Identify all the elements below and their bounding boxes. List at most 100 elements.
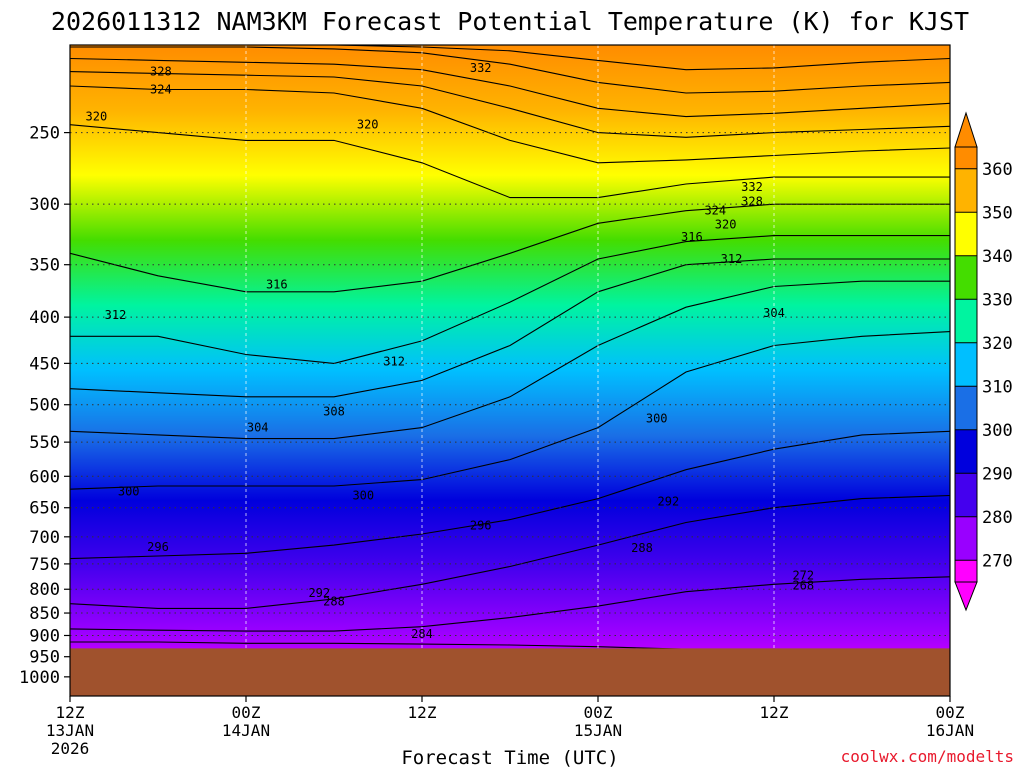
colorbar-label-300: 300 xyxy=(982,421,1013,441)
isentrope-320 xyxy=(70,124,950,199)
contour-label-300: 300 xyxy=(118,485,140,499)
x-tick-label-36-2: 15JAN xyxy=(574,721,622,740)
terrain-surface xyxy=(70,648,950,696)
y-axis: 2503003504004505005506006507007508008509… xyxy=(19,124,70,688)
x-tick-label-24-1: 12Z xyxy=(408,703,437,722)
contour-label-312: 312 xyxy=(721,252,743,266)
plot-frame xyxy=(69,44,951,697)
isentrope-324 xyxy=(70,85,950,164)
contour-label-312: 312 xyxy=(383,355,405,369)
colorbar-band-9 xyxy=(955,168,977,213)
x-tick-label-0-1: 12Z xyxy=(56,703,85,722)
colorbar-bottom-arrow xyxy=(954,581,978,612)
contour-label-320: 320 xyxy=(715,218,737,232)
colorbar-band-10 xyxy=(955,147,977,169)
contour-label-328: 328 xyxy=(741,195,763,209)
contour-label-300: 300 xyxy=(352,489,374,503)
contour-label-268: 268 xyxy=(792,578,814,592)
y-tick-label-750: 750 xyxy=(29,555,60,575)
contour-label-324: 324 xyxy=(704,204,726,218)
contour-label-328: 328 xyxy=(150,65,172,79)
contour-label-292: 292 xyxy=(308,586,330,600)
colorbar-frame xyxy=(954,146,978,583)
colorbar-band-0 xyxy=(955,560,977,582)
y-tick-label-300: 300 xyxy=(29,195,60,215)
contour-label-288: 288 xyxy=(631,541,653,555)
isentrope-296 xyxy=(70,430,950,560)
isentrope-316 xyxy=(70,203,950,293)
isentrope-288 xyxy=(70,576,950,632)
colorbar-top-arrow xyxy=(954,111,978,148)
colorbar-band-5 xyxy=(955,342,977,387)
credit-text: coolwx.com/modelts xyxy=(841,747,1014,766)
colorbar-label-310: 310 xyxy=(982,377,1013,397)
colorbar-band-1 xyxy=(955,516,977,561)
contour-label-320: 320 xyxy=(86,110,108,124)
colorbar-band-4 xyxy=(955,386,977,430)
contour-label-312: 312 xyxy=(105,308,127,322)
grid-lines xyxy=(70,45,950,696)
colorbar-band-2 xyxy=(955,473,977,517)
isentrope-308 xyxy=(70,258,950,398)
y-tick-label-650: 650 xyxy=(29,499,60,519)
contour-label-304: 304 xyxy=(763,306,785,320)
y-tick-label-700: 700 xyxy=(29,528,60,548)
contour-label-308: 308 xyxy=(323,405,345,419)
colorbar-label-290: 290 xyxy=(982,464,1013,484)
y-tick-label-550: 550 xyxy=(29,433,60,453)
contour-label-324: 324 xyxy=(150,83,172,97)
isentrope-328 xyxy=(70,71,950,138)
y-tick-label-350: 350 xyxy=(29,256,60,276)
colorbar-band-3 xyxy=(955,429,977,474)
x-tick-label-48-1: 12Z xyxy=(760,703,789,722)
isentrope-340 xyxy=(70,46,950,94)
contour-label-288: 288 xyxy=(323,594,345,608)
y-tick-label-950: 950 xyxy=(29,648,60,668)
x-tick-label-0-2: 13JAN xyxy=(46,721,94,740)
y-tick-label-800: 800 xyxy=(29,580,60,600)
x-tick-label-60-2: 16JAN xyxy=(926,721,974,740)
x-tick-label-12-2: 14JAN xyxy=(222,721,270,740)
contour-label-296: 296 xyxy=(147,540,169,554)
contour-label-316: 316 xyxy=(266,277,288,291)
y-tick-label-450: 450 xyxy=(29,354,60,374)
contour-label-304: 304 xyxy=(247,421,269,435)
y-tick-label-850: 850 xyxy=(29,604,60,624)
x-tick-label-0-3: 2026 xyxy=(51,739,90,758)
theta-field xyxy=(70,45,950,696)
x-axis-title: Forecast Time (UTC) xyxy=(401,747,618,768)
isentrope-contours xyxy=(70,45,950,652)
contour-label-284: 284 xyxy=(411,627,433,641)
contour-label-320: 320 xyxy=(357,118,379,132)
contour-label-332: 332 xyxy=(470,61,492,75)
colorbar-label-340: 340 xyxy=(982,247,1013,267)
isentrope-304 xyxy=(70,280,950,440)
colorbar-label-350: 350 xyxy=(982,203,1013,223)
isentrope-292 xyxy=(70,494,950,609)
contour-label-332: 332 xyxy=(741,180,763,194)
contour-label-316: 316 xyxy=(681,230,703,244)
colorbar-band-6 xyxy=(955,299,977,343)
colorbar-label-330: 330 xyxy=(982,290,1013,310)
isentrope-350 xyxy=(70,45,950,71)
colorbar-label-320: 320 xyxy=(982,334,1013,354)
colorbar-label-270: 270 xyxy=(982,551,1013,571)
isentrope-312 xyxy=(70,235,950,364)
contour-label-292: 292 xyxy=(658,495,680,509)
contour-label-272: 272 xyxy=(792,568,814,582)
colorbar-label-360: 360 xyxy=(982,160,1013,180)
x-tick-label-36-1: 00Z xyxy=(584,703,613,722)
x-tick-label-60-1: 00Z xyxy=(936,703,965,722)
contour-label-296: 296 xyxy=(470,518,492,532)
colorbar-band-7 xyxy=(955,255,977,300)
isentrope-332 xyxy=(70,57,950,118)
x-tick-label-12-1: 00Z xyxy=(232,703,261,722)
colorbar-label-280: 280 xyxy=(982,508,1013,528)
y-tick-label-600: 600 xyxy=(29,467,60,487)
y-tick-label-400: 400 xyxy=(29,308,60,328)
contour-label-300: 300 xyxy=(646,412,668,426)
y-tick-label-900: 900 xyxy=(29,626,60,646)
